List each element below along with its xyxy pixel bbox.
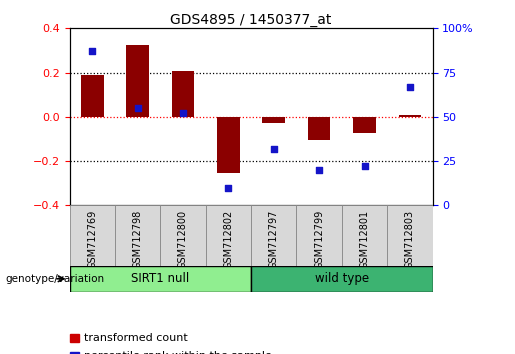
Bar [205,205,251,266]
Title: GDS4895 / 1450377_at: GDS4895 / 1450377_at [170,13,332,27]
Bar [399,115,421,117]
Bar [251,266,433,292]
Point [360,164,369,169]
Bar [81,75,104,117]
Text: GSM712801: GSM712801 [359,210,370,269]
Bar [297,205,342,266]
Bar [217,117,239,173]
Text: GSM712800: GSM712800 [178,210,188,269]
Point [224,185,232,190]
Bar [308,117,331,140]
Bar [251,205,297,266]
Text: GSM712798: GSM712798 [132,210,143,269]
Bar [115,205,160,266]
Bar [160,205,205,266]
Text: GSM712802: GSM712802 [224,210,233,269]
Bar [70,266,251,292]
Text: percentile rank within the sample: percentile rank within the sample [84,351,272,354]
Point [406,84,414,90]
Text: GSM712799: GSM712799 [314,210,324,269]
Bar [70,205,115,266]
Point [270,146,278,152]
Text: GSM712797: GSM712797 [269,210,279,269]
Bar [171,72,194,117]
Text: transformed count: transformed count [84,333,187,343]
Text: GSM712803: GSM712803 [405,210,415,269]
Point [179,110,187,116]
Point [88,48,96,54]
Bar [342,205,387,266]
Bar [353,117,376,133]
Text: genotype/variation: genotype/variation [5,274,104,284]
Point [133,105,142,111]
Bar [126,45,149,117]
Text: GSM712769: GSM712769 [87,210,97,269]
Point [315,167,323,173]
Text: wild type: wild type [315,272,369,285]
Bar [387,205,433,266]
Bar [263,117,285,124]
Text: SIRT1 null: SIRT1 null [131,272,190,285]
